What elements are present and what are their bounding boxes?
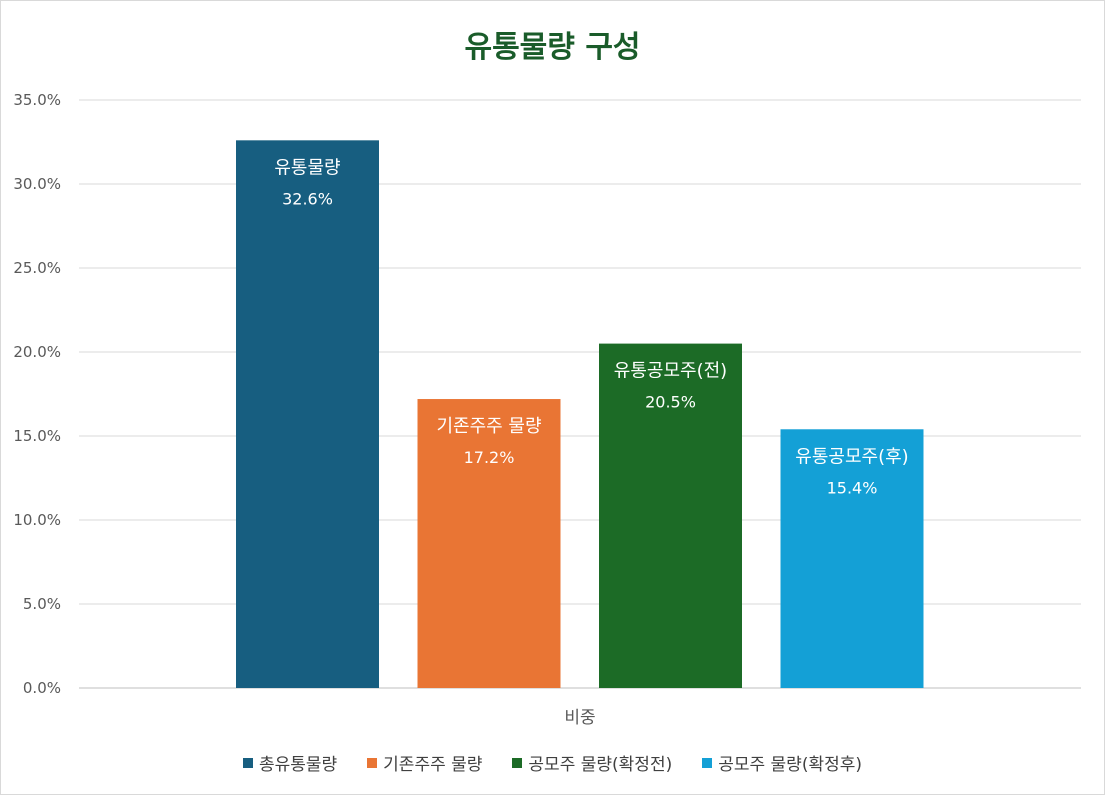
legend-label: 공모주 물량(확정후) — [718, 755, 863, 775]
bar-1 — [417, 399, 561, 688]
legend-label: 총유통물량 — [258, 755, 338, 775]
bars — [236, 140, 924, 688]
bar-label: 기존주주 물량 — [436, 416, 541, 437]
legend-swatch — [512, 757, 523, 768]
grid-lines — [79, 99, 1081, 689]
bar-value-label: 20.5% — [645, 393, 696, 412]
bar-value-label: 15.4% — [827, 478, 878, 497]
bar-0 — [236, 140, 379, 688]
legend-label: 공모주 물량(확정전) — [528, 755, 673, 775]
y-tick-label: 15.0% — [13, 427, 61, 445]
y-tick-label: 20.0% — [13, 343, 61, 361]
chart-title: 유통물량 구성 — [464, 30, 641, 65]
legend-label: 기존주주 물량 — [383, 755, 483, 775]
bar-label: 유통물량 — [274, 157, 340, 178]
legend-item-1: 기존주주 물량 — [367, 750, 482, 775]
data-labels: 유통물량 32.6% 기존주주 물량 17.2% 유통공모주(전) 20.5% 유통공모주(… — [274, 157, 908, 497]
bar-label: 유통공모주(전) — [614, 361, 727, 382]
y-tick-label: 5.0% — [23, 595, 61, 613]
legend-swatch — [702, 757, 713, 768]
y-tick-label: 35.0% — [13, 91, 61, 109]
y-tick-label: 0.0% — [23, 679, 61, 697]
legend-swatch — [242, 757, 253, 768]
legend: 총유통물량 기존주주 물량 공모주 물량(확정전) 공모주 물량(확정후) — [0, 750, 1105, 775]
y-tick-label: 25.0% — [13, 259, 61, 277]
bar-3 — [780, 429, 924, 688]
legend-swatch — [367, 757, 378, 768]
bar-2 — [599, 343, 742, 688]
bar-label: 유통공모주(후) — [795, 446, 908, 467]
y-tick-label: 30.0% — [13, 175, 61, 193]
legend-item-2: 공모주 물량(확정전) — [512, 750, 672, 775]
bar-value-label: 17.2% — [464, 448, 515, 467]
y-axis-labels: 0.0% 5.0% 10.0% 15.0% 20.0% 25.0% 30.0% 35.0% — [13, 91, 61, 697]
y-tick-label: 10.0% — [13, 511, 61, 529]
bar-value-label: 32.6% — [282, 189, 333, 208]
legend-item-3: 공모주 물량(확정후) — [702, 750, 862, 775]
category-label: 비중 — [564, 708, 595, 728]
legend-item-0: 총유통물량 — [242, 750, 338, 775]
